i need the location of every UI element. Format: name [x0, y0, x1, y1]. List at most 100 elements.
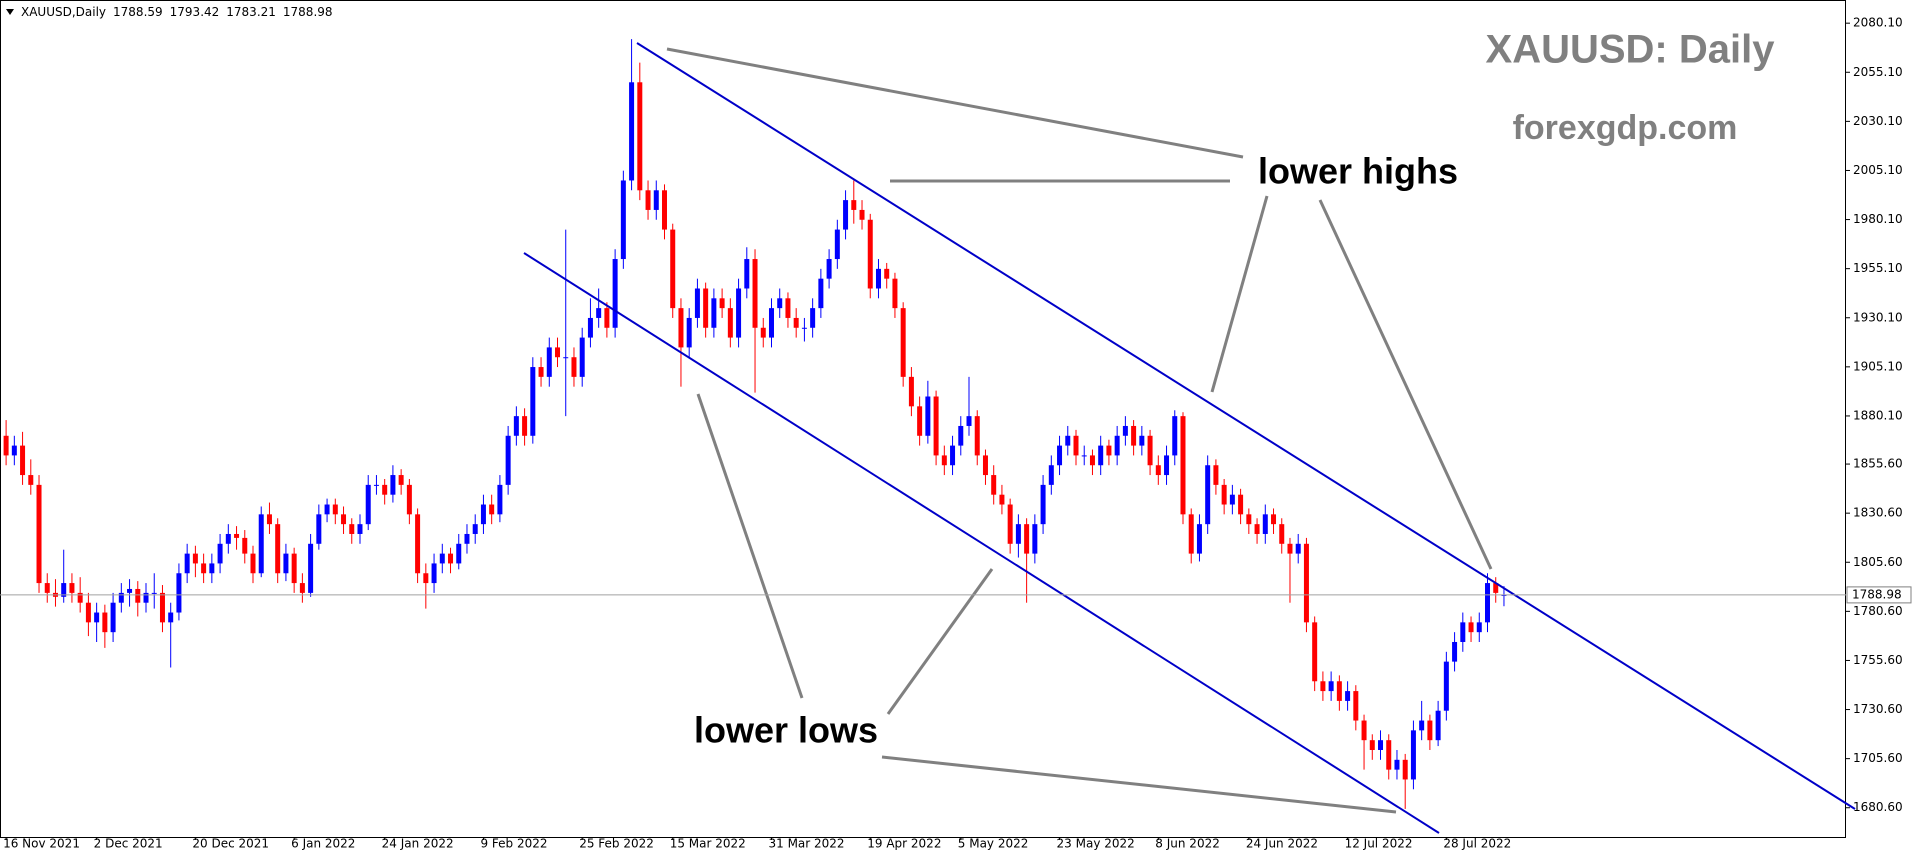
last-high: 1793.42	[169, 5, 220, 19]
pointer	[1210, 195, 1269, 393]
annotation: lower lows	[694, 710, 878, 751]
x-tick-label: 31 Mar 2022	[768, 837, 844, 850]
candle-body	[1410, 730, 1416, 780]
candle-body	[415, 514, 421, 574]
candle-body	[1279, 524, 1285, 544]
candle-body	[982, 455, 988, 476]
candle-body	[1476, 622, 1482, 633]
y-tick-label: 1730.60	[1853, 702, 1903, 716]
candle-body	[44, 583, 50, 593]
candle-body	[1378, 740, 1384, 751]
y-tick-label: 1830.60	[1853, 506, 1903, 520]
candle-body	[917, 406, 923, 436]
candle-body	[20, 445, 26, 476]
candle-body	[308, 543, 314, 593]
candle-body	[859, 209, 865, 220]
candle-body	[884, 268, 890, 279]
y-tick-label: 2030.10	[1853, 114, 1903, 128]
candle-body	[727, 308, 733, 338]
candle-body	[744, 259, 750, 289]
y-tick-label: 1955.10	[1853, 261, 1903, 275]
x-tick-label: 12 Jul 2022	[1345, 837, 1413, 850]
candle-body	[736, 288, 742, 338]
candle-body	[1057, 445, 1063, 466]
menu-triangle[interactable]	[6, 9, 14, 15]
last-open: 1788.59	[113, 5, 163, 19]
x-tick-label: 6 Jan 2022	[291, 837, 355, 850]
candle-body	[1164, 455, 1170, 476]
y-tick-label: 2005.10	[1853, 163, 1903, 177]
candle-body	[11, 445, 17, 456]
candle-body	[1435, 710, 1441, 741]
candle-body	[851, 200, 857, 210]
candle-body	[892, 278, 898, 309]
candle-body	[201, 563, 207, 574]
current-price-label: 1788.98	[1852, 587, 1902, 601]
x-tick-label: 8 Jun 2022	[1155, 837, 1220, 850]
candle-body	[1015, 524, 1021, 544]
candle-body	[69, 583, 75, 593]
candle-body	[118, 592, 124, 603]
candle-body	[1328, 681, 1334, 692]
candle-body	[694, 288, 700, 318]
candle-body	[357, 524, 363, 534]
candle-body	[670, 229, 676, 309]
candle-body	[1073, 435, 1079, 456]
candle-body	[1032, 524, 1038, 554]
candle-body	[234, 533, 240, 538]
symbol: XAUUSD,Daily	[21, 5, 107, 19]
chart-subtitle: forexgdp.com	[1513, 109, 1738, 147]
x-tick-label: 15 Mar 2022	[670, 837, 746, 850]
candle-body	[826, 259, 832, 279]
candle-body	[365, 484, 371, 525]
x-tick-label: 28 Jul 2022	[1443, 837, 1511, 850]
candle-body	[102, 612, 108, 633]
annotation: lower highs	[1258, 151, 1458, 192]
candle-body	[431, 563, 437, 584]
annotation-pointers	[666, 47, 1493, 814]
candle-body	[1345, 691, 1351, 701]
y-tick-label: 1905.10	[1853, 359, 1903, 373]
candle-body	[1172, 416, 1178, 456]
candle-body	[28, 475, 34, 485]
candle-body	[135, 588, 141, 603]
candle-body	[85, 602, 91, 623]
candle-body	[538, 367, 544, 377]
lower-channel-line	[523, 252, 1440, 834]
candle-body	[604, 308, 610, 328]
candle-body	[1147, 435, 1153, 466]
candle-body	[1213, 465, 1219, 485]
candle-body	[1336, 681, 1342, 701]
candle-body	[1048, 465, 1054, 485]
candle-body	[1287, 543, 1293, 554]
candle-body	[587, 317, 593, 338]
candle-body	[760, 327, 766, 338]
y-tick-label: 1880.10	[1853, 408, 1903, 422]
candle-body	[406, 484, 412, 515]
candle-body	[653, 190, 659, 210]
candle-body	[291, 553, 297, 584]
candle-body	[571, 357, 577, 377]
candle-body	[1394, 759, 1400, 770]
pointer	[666, 47, 1244, 159]
candle-body	[1312, 622, 1318, 682]
candle-body	[999, 494, 1005, 505]
candle-body	[1081, 455, 1087, 457]
candle-body	[662, 190, 667, 230]
chart-header: XAUUSD,Daily 1788.59 1793.42 1783.21 178…	[6, 5, 333, 19]
candle-body	[423, 573, 429, 584]
candle-body	[1254, 524, 1260, 534]
candle-body	[489, 504, 495, 515]
candle-body	[184, 553, 190, 574]
candle-body	[546, 347, 552, 377]
candle-body	[1320, 681, 1326, 692]
y-tick-label: 1805.60	[1853, 555, 1903, 569]
candle-body	[958, 425, 964, 446]
x-tick-label: 23 May 2022	[1057, 837, 1135, 850]
candle-body	[719, 298, 725, 309]
candle-body	[1303, 543, 1309, 623]
y-tick-label: 1680.60	[1853, 800, 1903, 814]
candle-body	[472, 524, 478, 534]
candle-body	[1007, 504, 1013, 544]
candle-body	[843, 200, 849, 230]
